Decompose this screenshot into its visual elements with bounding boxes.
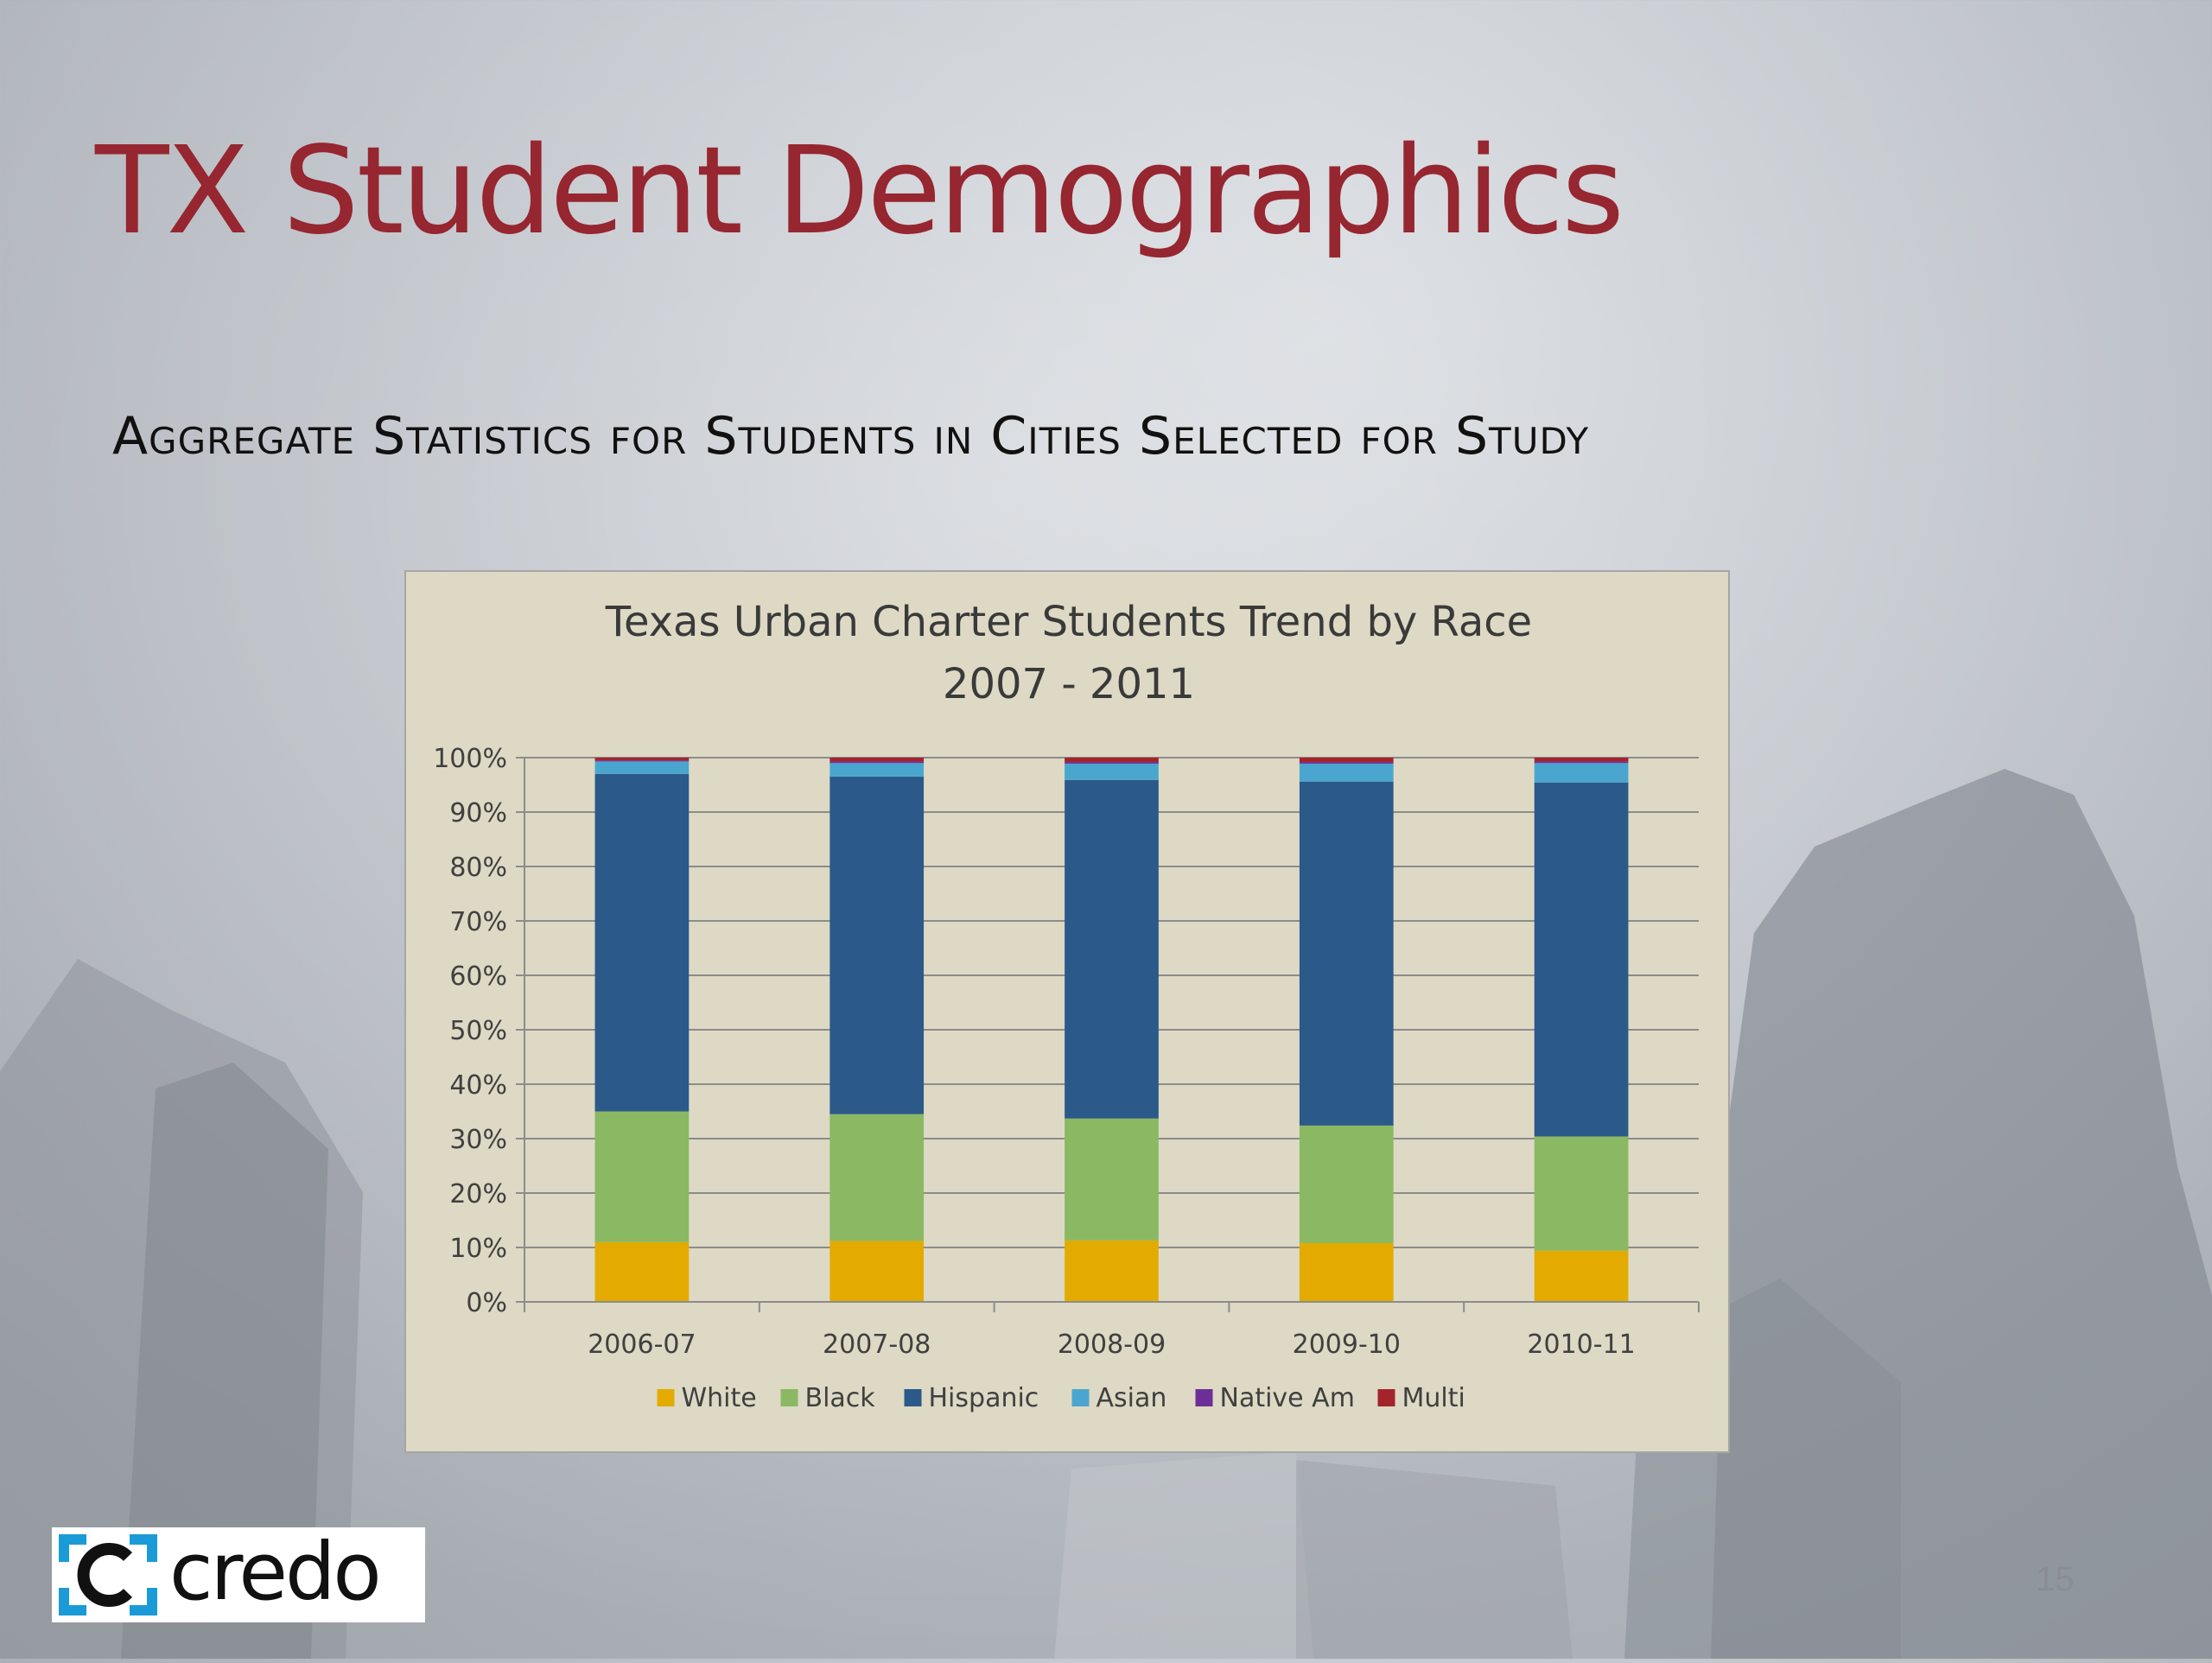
x-tick-label: 2010-11 (1527, 1330, 1635, 1360)
bar-segment-multi-2009-10 (1299, 758, 1394, 763)
legend-label: Black (805, 1383, 876, 1413)
bar-segment-native-am-2006-07 (594, 760, 690, 762)
logo-wordmark: credo (169, 1526, 382, 1618)
bars (594, 758, 1629, 1302)
legend-label: Hispanic (929, 1383, 1039, 1413)
chart-container: Texas Urban Charter Students Trend by Ra… (404, 570, 1730, 1453)
slide-title: TX Student Demographics (95, 121, 1624, 262)
bar-segment-asian-2010-11 (1534, 763, 1629, 783)
bar-segment-white-2009-10 (1299, 1242, 1394, 1302)
y-tick-label: 10% (449, 1234, 507, 1264)
x-tick-label: 2007-08 (823, 1330, 931, 1360)
x-axis-ticks: 2006-07 2007-08 2008-09 2009-10 2010-11 (524, 1302, 1700, 1360)
bar-segment-native-am-2010-11 (1534, 761, 1629, 764)
bar-segment-asian-2009-10 (1299, 763, 1394, 782)
bar-segment-black-2009-10 (1299, 1125, 1394, 1243)
chart-title-line-2: 2007 - 2011 (943, 660, 1195, 708)
bar-segment-hispanic-2010-11 (1534, 782, 1629, 1137)
bar-segment-hispanic-2006-07 (594, 773, 690, 1112)
bar-segment-white-2006-07 (594, 1241, 690, 1302)
y-tick-label: 0% (466, 1288, 507, 1318)
bar-segment-black-2007-08 (830, 1114, 925, 1241)
credo-logo: credo (52, 1527, 425, 1622)
chart-title-line-1: Texas Urban Charter Students Trend by Ra… (605, 598, 1532, 646)
y-tick-label: 100% (433, 744, 507, 774)
y-tick-label: 80% (449, 853, 507, 883)
bar-segment-multi-2007-08 (830, 758, 925, 762)
bar-segment-black-2010-11 (1534, 1136, 1629, 1251)
x-tick-label: 2009-10 (1293, 1330, 1401, 1360)
bar-segment-white-2007-08 (830, 1241, 925, 1302)
bar-segment-black-2008-09 (1065, 1118, 1159, 1241)
x-tick-label: 2006-07 (588, 1330, 696, 1360)
legend-label: Asian (1096, 1383, 1167, 1413)
legend-swatch-native-am (1195, 1389, 1213, 1406)
bar-segment-multi-2010-11 (1534, 758, 1629, 762)
bar-segment-multi-2006-07 (594, 758, 690, 761)
stacked-bar-chart: Texas Urban Charter Students Trend by Ra… (433, 598, 1700, 1413)
legend-label: Native Am (1220, 1383, 1355, 1413)
y-tick-label: 70% (449, 907, 507, 937)
y-tick-label: 40% (449, 1070, 507, 1101)
y-axis-ticks: 0% 10% 20% 30% 40% 50% 60% 70% 80% 90% 100% (433, 744, 524, 1318)
bar-segment-hispanic-2009-10 (1299, 781, 1394, 1126)
y-tick-label: 90% (449, 798, 507, 828)
bar-segment-asian-2008-09 (1065, 763, 1159, 780)
bar-segment-hispanic-2008-09 (1065, 779, 1159, 1119)
bar-segment-white-2010-11 (1534, 1250, 1629, 1302)
legend-label: White (682, 1383, 757, 1413)
bar-segment-native-am-2009-10 (1299, 762, 1394, 764)
y-tick-label: 30% (449, 1125, 507, 1155)
credo-logo-icon (59, 1534, 157, 1615)
y-tick-label: 60% (449, 962, 507, 992)
legend-swatch-white (657, 1389, 675, 1406)
page-number: 15 (2036, 1560, 2075, 1598)
bar-segment-hispanic-2007-08 (830, 777, 925, 1114)
legend-swatch-asian (1071, 1389, 1090, 1406)
y-tick-label: 50% (449, 1016, 507, 1046)
legend-swatch-multi (1377, 1389, 1395, 1406)
chart-title-group: Texas Urban Charter Students Trend by Ra… (605, 598, 1532, 708)
bar-segment-asian-2007-08 (830, 763, 925, 778)
legend-swatch-hispanic (904, 1389, 922, 1406)
slide-subtitle: Aggregate Statistics for Students in Cit… (112, 406, 1590, 467)
bar-segment-white-2008-09 (1065, 1240, 1159, 1302)
legend: White Black Hispanic Asian Native Am Multi (657, 1383, 1465, 1413)
bar-segment-multi-2008-09 (1065, 758, 1159, 763)
x-tick-label: 2008-09 (1058, 1330, 1166, 1360)
axes (524, 758, 1699, 1303)
bar-segment-black-2006-07 (594, 1111, 690, 1242)
bar-segment-asian-2006-07 (594, 761, 690, 774)
bar-segment-native-am-2008-09 (1065, 762, 1159, 764)
legend-label: Multi (1402, 1383, 1465, 1413)
legend-swatch-black (780, 1389, 798, 1406)
bar-segment-native-am-2007-08 (830, 761, 925, 764)
y-tick-label: 20% (449, 1179, 507, 1209)
